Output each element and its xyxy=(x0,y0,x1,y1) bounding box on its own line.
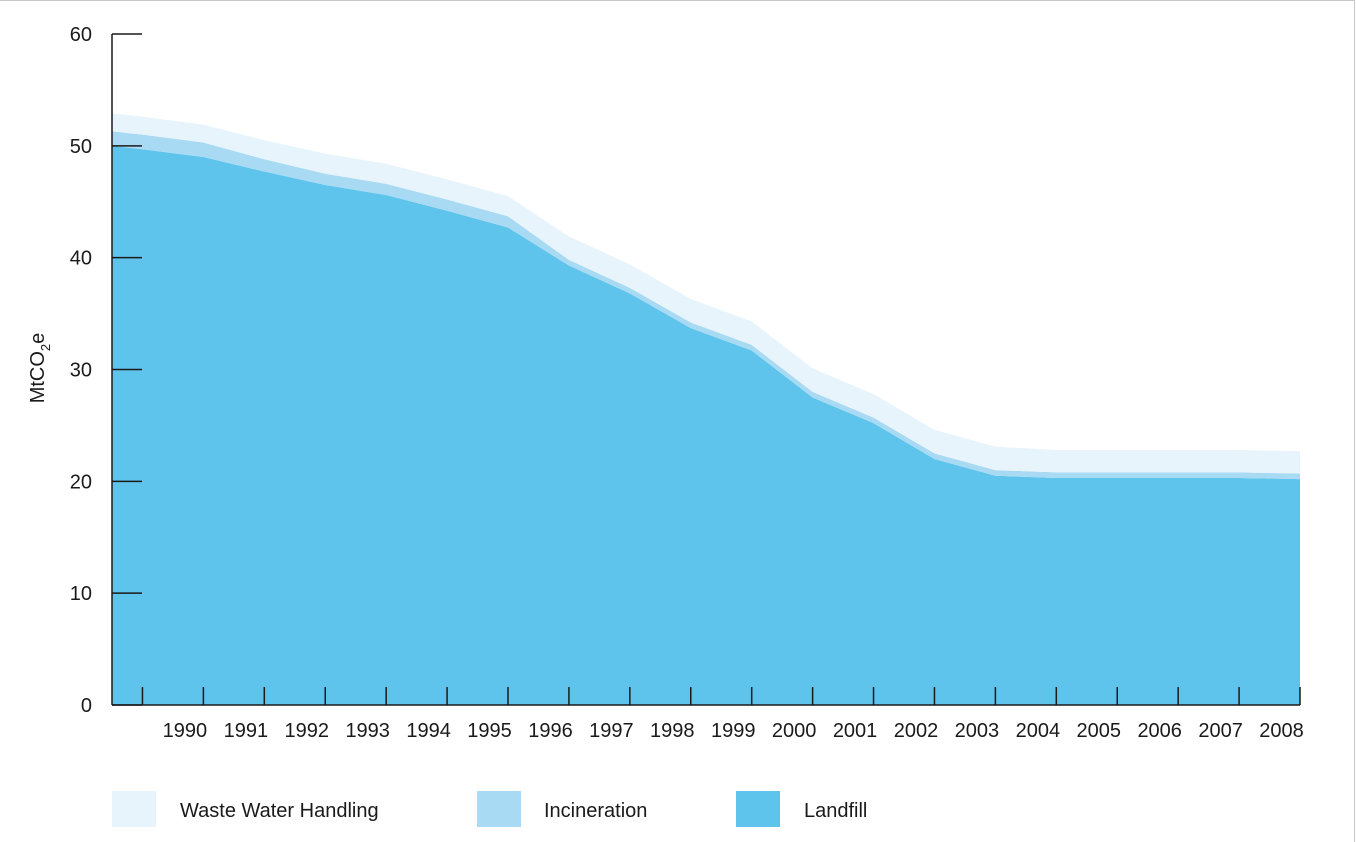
area-waste-water-handling xyxy=(112,113,1300,474)
y-tick-label: 60 xyxy=(70,24,92,46)
x-tick-label: 2000 xyxy=(772,720,817,742)
x-tick-label: 1993 xyxy=(345,720,390,742)
x-tick-label: 2006 xyxy=(1137,720,1182,742)
legend-swatch-waste-water-handling xyxy=(112,791,156,827)
x-tick-label: 1998 xyxy=(650,720,695,742)
y-tick-label: 0 xyxy=(81,695,92,717)
x-tick-label: 2005 xyxy=(1077,720,1122,742)
x-tick-label: 1996 xyxy=(528,720,573,742)
y-tick-label: 40 xyxy=(70,248,92,270)
x-tick-label: 2001 xyxy=(833,720,878,742)
svg-text:MtCO2e: MtCO2e xyxy=(27,333,53,404)
y-axis-label-main: MtCO xyxy=(27,351,49,403)
legend-label-waste-water-handling: Waste Water Handling xyxy=(180,800,379,822)
x-tick-label: 1994 xyxy=(406,720,451,742)
x-tick-label: 2004 xyxy=(1016,720,1061,742)
x-tick-label: 1995 xyxy=(467,720,512,742)
x-tick-label: 2002 xyxy=(894,720,939,742)
x-tick-label: 1990 xyxy=(163,720,208,742)
x-tick-label: 1991 xyxy=(224,720,269,742)
legend-swatch-incineration xyxy=(477,791,521,827)
legend-label-incineration: Incineration xyxy=(544,800,647,822)
legend-swatch-landfill xyxy=(736,791,780,827)
y-tick-label: 10 xyxy=(70,583,92,605)
x-tick-label: 1997 xyxy=(589,720,634,742)
x-tick-label: 2008 xyxy=(1259,720,1304,742)
axes-group: 0 10 20 30 40 50 60 1990 1991 1992 1993 1994 1995 199… xyxy=(70,24,1304,742)
area-landfill xyxy=(112,145,1300,705)
y-tick-label: 30 xyxy=(70,360,92,382)
y-tick-label: 50 xyxy=(70,136,92,158)
x-tick-label: 1992 xyxy=(285,720,330,742)
legend-label-landfill: Landfill xyxy=(804,800,867,822)
x-tick-label: 1999 xyxy=(711,720,756,742)
y-tick-label: 20 xyxy=(70,471,92,493)
legend: Waste Water Handling Incineration Landfill xyxy=(112,791,867,827)
x-tick-label: 2003 xyxy=(955,720,1000,742)
x-tick-label: 2007 xyxy=(1198,720,1243,742)
y-axis-label: MtCO2e xyxy=(27,333,53,404)
y-axis-label-subscript: 2 xyxy=(38,344,53,351)
area-series-group xyxy=(112,113,1300,705)
y-axis-label-tail: e xyxy=(27,333,49,344)
